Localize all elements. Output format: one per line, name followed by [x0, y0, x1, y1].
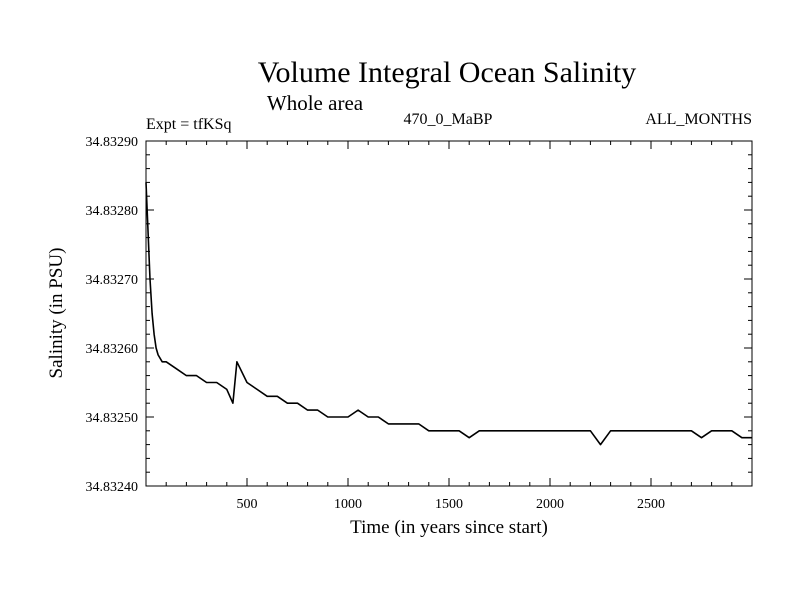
- x-tick-label: 1000: [334, 497, 362, 512]
- y-axis-label: Salinity (in PSU): [46, 248, 67, 379]
- y-tick-label: 34.83280: [86, 204, 139, 219]
- x-tick-label: 1500: [435, 497, 463, 512]
- y-tick-label: 34.83270: [86, 273, 139, 288]
- y-tick-label: 34.83260: [86, 342, 139, 357]
- y-axis: 34.83240 34.83250 34.83260 34.83270 34.83280…: [86, 135, 752, 495]
- series-line-salinity: [145, 182, 752, 446]
- y-tick-label: 34.83290: [86, 135, 139, 150]
- x-axis-label: Time (in years since start): [350, 517, 548, 538]
- plot-frame: [145, 140, 753, 487]
- chart-subtitle: Whole area: [267, 91, 364, 115]
- x-axis: 500 1000 1500 2000 2500: [165, 141, 733, 512]
- x-tick-label: 2000: [536, 497, 564, 512]
- y-tick-label: 34.83240: [86, 480, 139, 495]
- x-tick-label: 500: [237, 497, 258, 512]
- y-tick-label: 34.83250: [86, 411, 139, 426]
- experiment-label: Expt = tfKSq: [146, 116, 231, 133]
- chart-title: Volume Integral Ocean Salinity: [258, 56, 637, 89]
- run-label: 470_0_MaBP: [404, 111, 493, 128]
- period-label: ALL_MONTHS: [645, 111, 752, 128]
- x-tick-label: 2500: [637, 497, 665, 512]
